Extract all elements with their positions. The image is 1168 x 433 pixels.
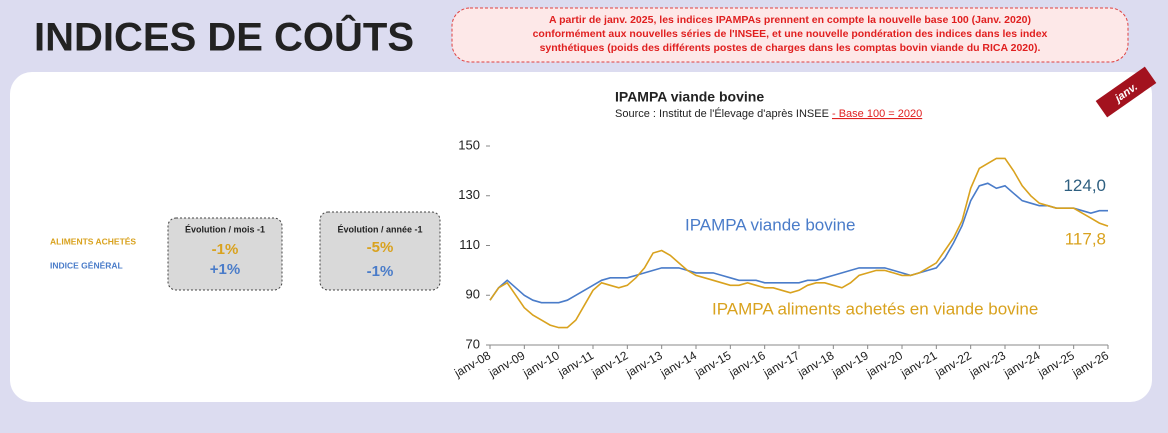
box-title: Évolution / année -1 [337,224,422,234]
chart-title: IPAMPA viande bovine [615,89,764,105]
box-value: +1% [210,261,240,278]
page-title: INDICES DE COÛTS [34,14,414,60]
notice-line: synthétiques (poids des différents poste… [540,42,1041,54]
box-value: -1% [212,241,239,258]
y-tick-label: 110 [459,237,480,252]
y-tick-label: 150 [458,137,480,152]
notice-box [451,7,1129,63]
series-label: IPAMPA aliments achetés en viande bovine [712,299,1038,318]
summary-box [319,211,441,291]
base-note: - Base 100 = 2020 [832,108,922,120]
end-label: 124,0 [1063,176,1106,195]
row-label: ALIMENTS ACHETÉS [50,236,136,246]
ribbon-band [1095,66,1157,118]
end-label: 117,8 [1065,230,1106,249]
panel [10,72,1152,402]
y-tick-label: 90 [466,287,480,302]
box-title: Évolution / mois -1 [185,224,265,234]
notice-line: A partir de janv. 2025, les indices IPAM… [549,14,1031,26]
box-value: -1% [367,263,394,280]
row-label: INDICE GÉNÉRAL [50,260,123,270]
source: Source : Institut de l'Élevage d'après I… [615,107,832,120]
series-line [489,182,1108,304]
y-tick-label: 130 [458,187,480,202]
y-tick-label: 70 [466,336,480,351]
box-value: -5% [367,239,394,256]
series-line [489,157,1109,329]
series-label: IPAMPA viande bovine [685,215,855,234]
chart-subtitle: Source : Institut de l'Élevage d'après I… [615,107,922,120]
notice-line: conformément aux nouvelles séries de l'I… [533,28,1048,40]
summary-box [167,217,283,291]
